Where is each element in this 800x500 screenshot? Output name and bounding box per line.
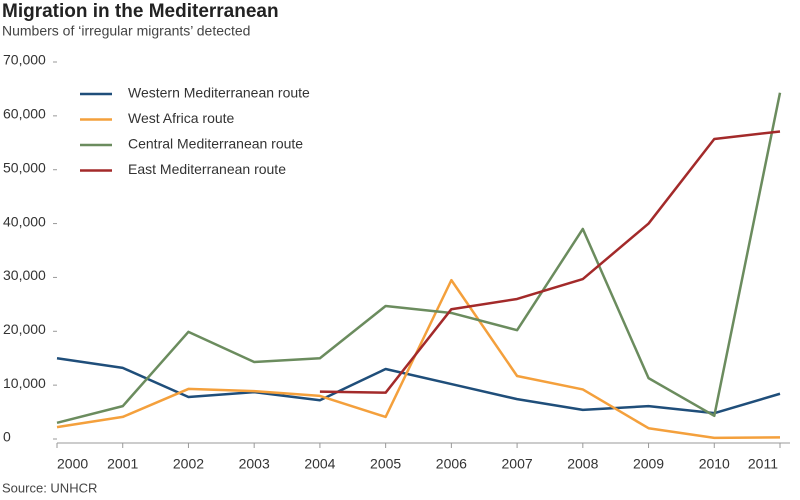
x-tick-label: 2005 xyxy=(370,456,401,472)
legend-label: Western Mediterranean route xyxy=(128,85,310,101)
series-line xyxy=(56,356,781,415)
x-tick-label: 2000 xyxy=(57,456,88,472)
x-tick-label: 2006 xyxy=(436,456,467,472)
y-tick-label: 40,000 xyxy=(3,213,46,229)
y-tick-label: 0 xyxy=(3,429,11,445)
x-tick-label: 2011 xyxy=(748,456,778,472)
x-tick-label: 2003 xyxy=(239,456,270,472)
x-tick-label: 2008 xyxy=(567,456,598,472)
y-tick-label: 60,000 xyxy=(3,106,46,122)
legend-label: West Africa route xyxy=(128,110,235,126)
chart-subtitle: Numbers of ‘irregular migrants’ detected xyxy=(2,23,250,39)
x-tick-label: 2007 xyxy=(502,456,533,472)
y-tick-label: 50,000 xyxy=(3,159,46,175)
y-tick-label: 30,000 xyxy=(3,267,46,283)
x-tick-label: 2002 xyxy=(173,456,204,472)
legend-label: East Mediterranean route xyxy=(128,161,286,177)
x-tick-label: 2010 xyxy=(699,456,730,472)
x-tick-label: 2004 xyxy=(304,456,335,472)
y-tick-label: 70,000 xyxy=(3,52,46,68)
series-line xyxy=(319,130,781,394)
y-tick-label: 10,000 xyxy=(3,375,46,391)
series-line xyxy=(56,278,781,440)
legend-label: Central Mediterranean route xyxy=(128,136,303,152)
source: Source: UNHCR xyxy=(2,480,97,495)
x-tick-label: 2001 xyxy=(107,456,138,472)
series-line xyxy=(56,92,782,425)
chart-title: Migration in the Mediterranean xyxy=(2,1,279,22)
y-tick-label: 20,000 xyxy=(3,321,46,337)
x-tick-label: 2009 xyxy=(633,456,664,472)
